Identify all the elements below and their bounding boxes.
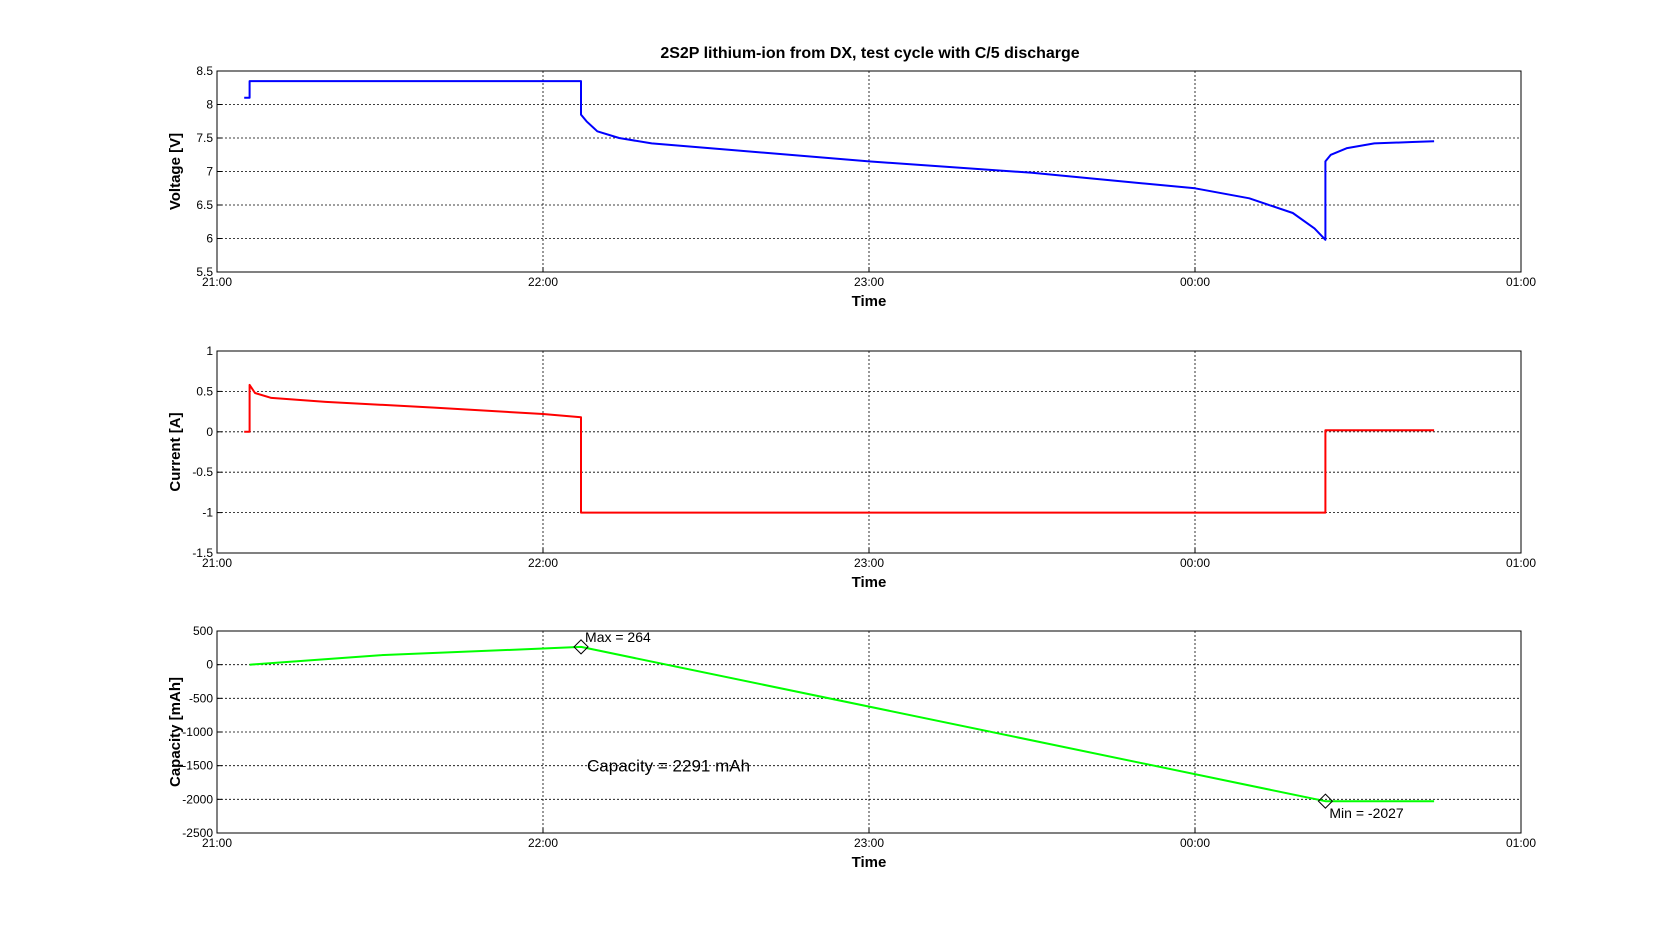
x-tick-label: 21:00 [202,556,232,570]
chart-title: 2S2P lithium-ion from DX, test cycle wit… [660,45,1079,62]
y-tick-label: -1 [202,506,213,520]
y-tick-label: 7.5 [196,131,213,145]
y-tick-label: 500 [193,624,213,638]
y-tick-label: 7 [206,165,213,179]
y-tick-label: 1 [206,344,213,358]
series-line-1 [249,645,1435,803]
y-tick-label: 0 [206,658,213,672]
y-tick-label: 6 [206,232,213,246]
chart-panel-1: 21:00 22:00 23:00 00:00 01:00 5.5 6 6.5 7 7.5 8 8.5… [167,64,1536,310]
x-tick-label: 22:00 [528,275,558,289]
min-annotation: Min = -2027 [1329,805,1404,821]
y-tick-label: -0.5 [192,465,213,479]
y-axis-label: Voltage [V] [167,133,184,210]
chart-panel-2: 21:00 22:00 23:00 00:00 01:00 -1.5 -1 -0.5 0 0.5 1… [167,344,1536,591]
y-tick-label: -1000 [182,725,213,739]
x-tick-label: 01:00 [1506,556,1536,570]
capacity-annotation: Capacity = 2291 mAh [587,757,750,776]
x-tick-label: 01:00 [1506,836,1536,850]
y-tick-label: -1.5 [192,546,213,560]
x-tick-label: 01:00 [1506,275,1536,289]
x-tick-label: 00:00 [1180,836,1210,850]
x-axis-label: Time [852,293,887,310]
x-tick-label: 23:00 [854,275,884,289]
x-tick-label: 21:00 [202,836,232,850]
x-axis-label: Time [852,854,887,871]
x-tick-label: 22:00 [528,556,558,570]
x-tick-label: 22:00 [528,836,558,850]
y-axis-label: Current [A] [167,412,184,491]
max-annotation: Max = 264 [585,629,651,645]
chart-panel-3: 21:00 22:00 23:00 00:00 01:00 -2500 -2000 -1500… [167,624,1536,871]
x-tick-label: 23:00 [854,836,884,850]
x-tick-label: 00:00 [1180,275,1210,289]
series-line-1 [244,80,1435,241]
y-tick-label: 0.5 [196,384,213,398]
y-tick-label: -2000 [182,792,213,806]
x-tick-label: 00:00 [1180,556,1210,570]
diamond-marker [573,639,589,655]
y-axis-label: Capacity [mAh] [167,677,184,787]
y-tick-label: 8 [206,98,213,112]
y-tick-label: -500 [189,691,213,705]
y-tick-label: 5.5 [196,265,213,279]
x-tick-label: 23:00 [854,556,884,570]
y-tick-label: -1500 [182,759,213,773]
diamond-marker [1317,793,1334,809]
series-line-1 [244,383,1435,514]
y-tick-label: 6.5 [196,198,213,212]
y-tick-label: 8.5 [196,64,213,78]
x-axis-label: Time [852,574,887,591]
y-tick-label: 0 [206,425,213,439]
y-tick-label: -2500 [182,826,213,840]
x-tick-label: 21:00 [202,275,232,289]
